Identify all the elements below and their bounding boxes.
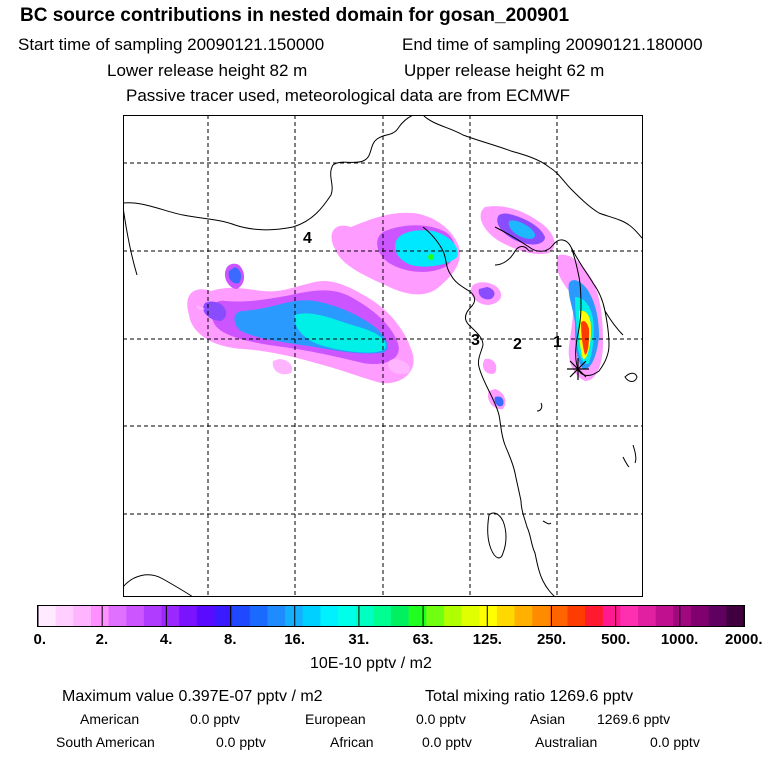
african-label: African	[330, 734, 374, 750]
colorbar-tick-label: 500.	[601, 631, 631, 648]
colorbar-swatch	[143, 606, 163, 626]
south-american-label: South American	[56, 734, 155, 750]
colorbar-swatch	[567, 606, 586, 626]
colorbar-swatch	[232, 606, 251, 626]
tracer-note: Passive tracer used, meteorological data…	[126, 86, 571, 105]
colorbar-swatch	[585, 606, 604, 626]
colorbar-swatch	[355, 606, 374, 626]
upper-release-height: Upper release height 62 m	[404, 61, 605, 80]
colorbar-units: 10E-10 pptv / m2	[310, 655, 432, 672]
colorbar-tick-label: 0.	[33, 631, 47, 648]
colorbar-swatch	[514, 606, 533, 626]
colorbar-swatch	[161, 606, 180, 626]
colorbar-swatch	[691, 606, 710, 626]
plume-north	[331, 212, 460, 295]
colorbar-swatch	[320, 606, 339, 626]
colorbar-swatch	[214, 606, 233, 626]
colorbar-frame	[37, 605, 745, 627]
colorbar-swatch	[426, 606, 445, 626]
colorbar-swatch	[549, 606, 568, 626]
colorbar	[37, 605, 745, 627]
coastlines	[123, 115, 643, 597]
colorbar-tick-label: 2.	[95, 631, 109, 648]
colorbar-swatch	[38, 606, 57, 626]
lat-lon-grid	[123, 115, 643, 597]
american-label: American	[80, 711, 140, 727]
region-label-1: 1	[553, 334, 562, 351]
colorbar-swatch	[338, 606, 357, 626]
colorbar-tick-label: 125.	[472, 631, 502, 648]
total-mixing-ratio: Total mixing ratio 1269.6 pptv	[425, 688, 634, 705]
colorbar-tick-label: 8.	[224, 631, 237, 648]
colorbar-swatch	[285, 606, 304, 626]
colorbar-tick-label: 16.	[284, 631, 306, 648]
colorbar-swatch	[179, 606, 198, 626]
colorbar-swatch	[90, 606, 110, 626]
asian-label: Asian	[530, 711, 566, 727]
region-label-2: 2	[513, 336, 522, 353]
australian-value: 0.0 pptv	[650, 734, 700, 750]
plume-west	[187, 280, 414, 384]
receptor-star-icon	[567, 358, 589, 380]
end-time: End time of sampling 20090121.180000	[402, 35, 703, 54]
australian-label: Australian	[535, 734, 598, 750]
colorbar-swatch	[443, 606, 463, 626]
colorbar-swatch	[373, 606, 392, 626]
colorbar-tick-label: 4.	[159, 631, 173, 648]
plume-korea	[556, 254, 603, 381]
contribution-map: 4 3 2 1	[123, 115, 643, 597]
colorbar-swatch	[708, 606, 727, 626]
colorbar-tick-label: 250.	[536, 631, 567, 648]
colorbar-swatch	[196, 606, 215, 626]
colorbar-swatch	[638, 606, 657, 626]
colorbar-swatch	[673, 606, 692, 626]
south-american-value: 0.0 pptv	[216, 734, 266, 750]
colorbar-swatch	[408, 606, 427, 626]
colorbar-tick-label: 31.	[348, 631, 370, 648]
region-label-3: 3	[471, 332, 480, 349]
colorbar-swatch	[391, 606, 410, 626]
colorbar-tick-label: 1000.	[660, 631, 699, 648]
plume-small-patches	[196, 263, 506, 410]
african-value: 0.0 pptv	[422, 734, 472, 750]
colorbar-swatch	[602, 606, 621, 626]
european-value: 0.0 pptv	[416, 711, 466, 727]
colorbar-swatch	[73, 606, 92, 626]
colorbar-swatch	[532, 606, 551, 626]
start-time: Start time of sampling 20090121.150000	[18, 35, 325, 54]
colorbar-swatch	[655, 606, 674, 626]
american-value: 0.0 pptv	[190, 711, 240, 727]
lower-release-height: Lower release height 82 m	[107, 61, 308, 80]
plot-title: BC source contributions in nested domain…	[20, 5, 570, 26]
colorbar-swatch	[496, 606, 516, 626]
colorbar-swatch	[249, 606, 268, 626]
colorbar-swatch	[302, 606, 321, 626]
colorbar-swatch	[726, 606, 745, 626]
asian-value: 1269.6 pptv	[597, 711, 671, 727]
colorbar-swatch	[461, 606, 480, 626]
colorbar-swatch	[620, 606, 639, 626]
colorbar-tick-label: 63.	[412, 631, 434, 648]
maximum-value: Maximum value 0.397E-07 pptv / m2	[62, 688, 323, 705]
colorbar-swatch	[479, 606, 498, 626]
colorbar-swatch	[126, 606, 145, 626]
region-label-4: 4	[303, 230, 312, 247]
european-label: European	[305, 711, 366, 727]
colorbar-swatch	[108, 606, 127, 626]
colorbar-swatch	[55, 606, 74, 626]
colorbar-tick-label: 2000.	[725, 631, 763, 648]
colorbar-swatch	[267, 606, 286, 626]
plume-northeast	[480, 206, 555, 255]
